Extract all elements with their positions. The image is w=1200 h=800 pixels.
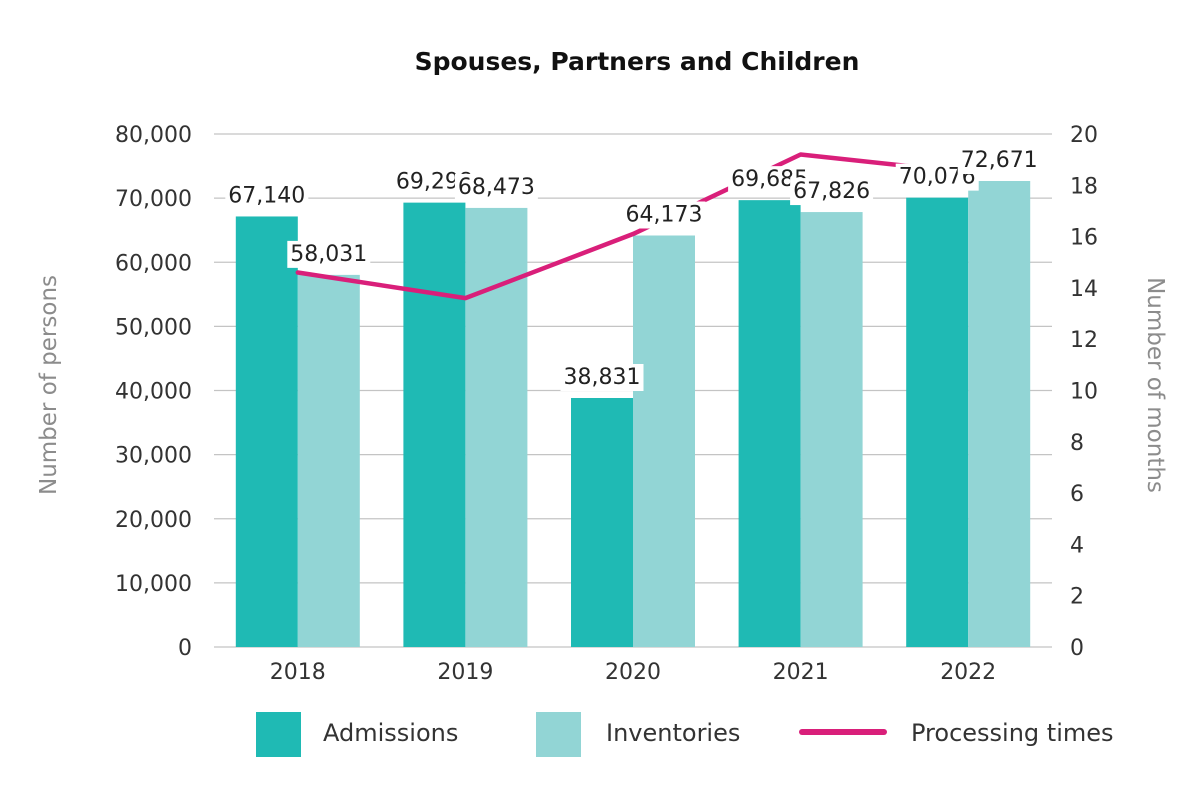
data-label-inventories-2021: 67,826 (793, 179, 870, 204)
y2-tick-label: 6 (1070, 482, 1084, 507)
y2-tick-label: 0 (1070, 636, 1084, 661)
y2-tick-label: 10 (1070, 380, 1098, 405)
chart-title: Spouses, Partners and Children (415, 47, 860, 76)
y-tick-label: 70,000 (115, 187, 192, 212)
y-tick-label: 10,000 (115, 572, 192, 597)
data-label-admissions-2020: 38,831 (564, 365, 641, 390)
data-label-inventories-2019: 68,473 (458, 175, 535, 200)
data-label-inventories-2020: 64,173 (626, 202, 703, 227)
y2-axis-title: Number of months (1142, 277, 1168, 493)
y-tick-label: 50,000 (115, 315, 192, 340)
bar-inventories-2022 (968, 180, 1031, 648)
legend-swatch-inventories (536, 712, 581, 757)
y2-tick-label: 2 (1070, 585, 1084, 610)
data-label-inventories-2020-bg (622, 201, 706, 229)
bar-inventories-2020 (633, 235, 695, 647)
y-tick-label: 40,000 (115, 380, 192, 405)
y-tick-label: 30,000 (115, 444, 192, 469)
data-label-inventories-2018: 58,031 (290, 242, 367, 267)
bar-inventories-2019 (465, 207, 528, 648)
y2-tick-label: 12 (1070, 328, 1098, 353)
data-label-admissions-2018-bg (225, 182, 309, 210)
bar-inventories-2021 (800, 212, 863, 647)
y-tick-label: 60,000 (115, 251, 192, 276)
x-tick-label: 2020 (605, 660, 661, 685)
legend-label-processing-times: Processing times (911, 719, 1114, 747)
bar-admissions-2020 (571, 397, 633, 647)
data-labels: 67,14058,03169,29868,47338,83164,17369,6… (225, 146, 1041, 391)
y-tick-label: 20,000 (115, 508, 192, 533)
y2-tick-label: 16 (1070, 226, 1098, 251)
x-tick-label: 2022 (940, 660, 996, 685)
bars (235, 180, 1031, 648)
data-label-inventories-2021-bg (790, 178, 874, 206)
y-tick-label: 0 (178, 636, 192, 661)
y2-tick-label: 20 (1070, 123, 1098, 148)
x-tick-label: 2018 (270, 660, 326, 685)
y-axis-title: Number of persons (36, 275, 62, 495)
y2-tick-label: 14 (1070, 277, 1098, 302)
x-tick-label: 2019 (437, 660, 493, 685)
data-label-admissions-2018: 67,140 (228, 183, 305, 208)
y-tick-label: 80,000 (115, 123, 192, 148)
data-label-inventories-2019-bg (454, 173, 538, 201)
legend-label-admissions: Admissions (323, 719, 458, 747)
data-label-inventories-2022-bg (957, 146, 1041, 174)
legend-swatch-admissions (256, 712, 301, 757)
legend: Admissions Inventories Processing times (256, 712, 1114, 757)
axes: 0 10,000 20,000 30,000 40,000 50,000 60,000 70,… (115, 123, 1098, 685)
bar-admissions-2022 (906, 197, 969, 648)
y2-tick-label: 4 (1070, 533, 1084, 558)
bar-inventories-2018 (297, 274, 360, 647)
bar-admissions-2021 (738, 200, 801, 647)
data-label-inventories-2022: 72,671 (961, 148, 1038, 173)
y2-tick-label: 8 (1070, 431, 1084, 456)
bar-admissions-2018 (235, 216, 298, 647)
legend-label-inventories: Inventories (606, 719, 740, 747)
data-label-inventories-2018-bg (287, 240, 371, 268)
bar-admissions-2019 (403, 202, 466, 647)
x-tick-label: 2021 (773, 660, 829, 685)
data-label-admissions-2020-bg (560, 363, 644, 391)
y2-tick-label: 18 (1070, 174, 1098, 199)
